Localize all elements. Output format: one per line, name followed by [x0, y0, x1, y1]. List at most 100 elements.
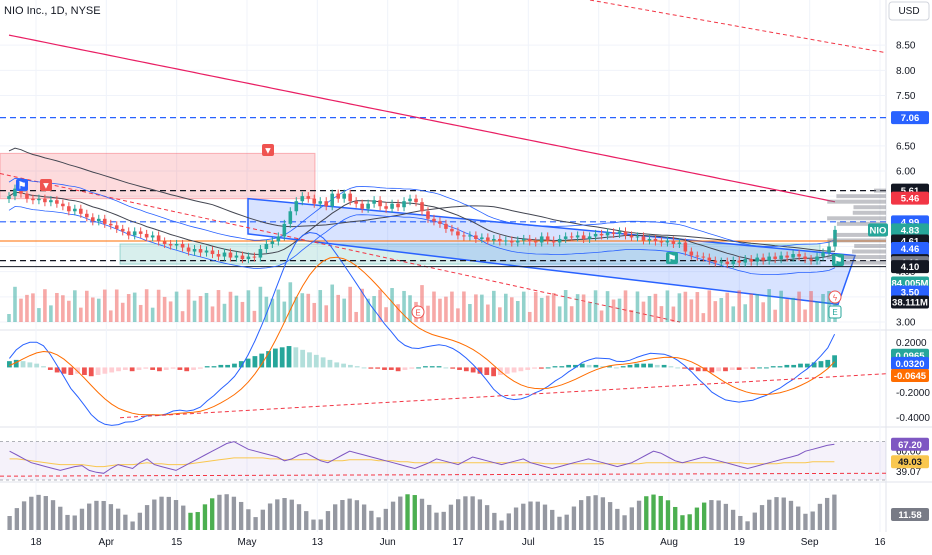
- volume-bar[interactable]: [785, 299, 789, 322]
- macd-histogram-bar[interactable]: [82, 367, 87, 375]
- flag-icon[interactable]: [262, 144, 274, 156]
- price-pane[interactable]: ⚑⚑ ⚑▼▼EϟE: [0, 0, 887, 323]
- candle-body[interactable]: [228, 252, 233, 258]
- candle-body[interactable]: [300, 196, 305, 202]
- volume-bar[interactable]: [569, 306, 574, 322]
- volume-osc-bar[interactable]: [354, 500, 360, 530]
- macd-histogram-bar[interactable]: [225, 364, 231, 368]
- volume-bar[interactable]: [198, 296, 203, 322]
- volume-profile-bar[interactable]: [852, 210, 886, 215]
- volume-bar[interactable]: [492, 290, 496, 322]
- volume-bar[interactable]: [665, 290, 670, 322]
- macd-histogram-bar[interactable]: [191, 367, 196, 370]
- volume-bar[interactable]: [336, 294, 340, 322]
- volume-bar[interactable]: [37, 308, 41, 322]
- volume-bar[interactable]: [108, 310, 113, 322]
- macd-histogram-bar[interactable]: [375, 367, 381, 369]
- volume-osc-bar[interactable]: [803, 513, 808, 530]
- macd-histogram-bar[interactable]: [320, 357, 326, 368]
- volume-osc-bar[interactable]: [347, 498, 352, 530]
- macd-histogram-bar[interactable]: [341, 363, 346, 368]
- macd-histogram-bar[interactable]: [68, 367, 74, 375]
- volume-osc-bar[interactable]: [108, 504, 114, 530]
- volume-osc-bar[interactable]: [217, 494, 222, 530]
- volume-osc-bar[interactable]: [202, 504, 208, 530]
- volume-osc-bar[interactable]: [593, 495, 598, 530]
- volume-bar[interactable]: [557, 306, 562, 322]
- volume-bar[interactable]: [216, 290, 221, 322]
- candle-body[interactable]: [384, 206, 388, 209]
- candle-body[interactable]: [821, 252, 825, 257]
- volume-osc-bar[interactable]: [448, 504, 454, 530]
- volume-bar[interactable]: [264, 296, 269, 322]
- macd-histogram-bar[interactable]: [709, 367, 715, 373]
- volume-osc-bar[interactable]: [289, 499, 294, 530]
- volume-bar[interactable]: [120, 302, 125, 322]
- volume-osc-bar[interactable]: [767, 499, 772, 530]
- candle-body[interactable]: [474, 235, 478, 239]
- volume-osc-bar[interactable]: [752, 512, 757, 530]
- macd-histogram-bar[interactable]: [477, 367, 483, 374]
- volume-osc-bar[interactable]: [506, 513, 511, 530]
- volume-bar[interactable]: [222, 303, 227, 322]
- candle-body[interactable]: [402, 201, 406, 208]
- volume-osc-bar[interactable]: [781, 497, 786, 530]
- candle-body[interactable]: [288, 211, 293, 224]
- volume-osc-bar[interactable]: [470, 496, 475, 530]
- currency-box[interactable]: [888, 1, 930, 21]
- volume-osc-bar[interactable]: [333, 504, 338, 530]
- macd-histogram-bar[interactable]: [559, 366, 565, 368]
- volume-osc-bar[interactable]: [615, 508, 620, 530]
- volume-osc-bar[interactable]: [376, 517, 381, 530]
- macd-histogram-bar[interactable]: [525, 367, 531, 370]
- rsi-trend-line[interactable]: [0, 472, 887, 477]
- candle-body[interactable]: [282, 223, 287, 237]
- volume-osc-bar[interactable]: [586, 496, 591, 530]
- volume-osc-bar[interactable]: [824, 497, 830, 530]
- volume-profile-bar[interactable]: [836, 221, 886, 226]
- volume-bar[interactable]: [504, 293, 508, 322]
- macd-histogram-bar[interactable]: [266, 351, 271, 368]
- macd-histogram-bar[interactable]: [695, 367, 701, 372]
- volume-bar[interactable]: [132, 292, 137, 322]
- candle-body[interactable]: [240, 255, 245, 260]
- candle-body[interactable]: [761, 257, 765, 261]
- volume-profile-bar[interactable]: [837, 260, 886, 265]
- candle-body[interactable]: [701, 256, 706, 258]
- volume-osc-bar[interactable]: [369, 510, 374, 530]
- candle-body[interactable]: [617, 231, 622, 234]
- macd-histogram-bar[interactable]: [61, 367, 67, 374]
- candle-body[interactable]: [132, 231, 137, 236]
- volume-osc-bar[interactable]: [405, 494, 410, 530]
- volume-osc-bar[interactable]: [694, 507, 700, 530]
- volume-bar[interactable]: [408, 295, 412, 322]
- volume-osc-bar[interactable]: [130, 521, 135, 530]
- candle-body[interactable]: [252, 256, 257, 258]
- macd-histogram-bar[interactable]: [675, 367, 681, 369]
- volume-bar[interactable]: [288, 282, 293, 322]
- candle-body[interactable]: [324, 201, 329, 207]
- volume-bar[interactable]: [390, 288, 394, 322]
- macd-histogram-bar[interactable]: [423, 366, 428, 368]
- volume-bar[interactable]: [204, 292, 209, 322]
- volume-bar[interactable]: [426, 305, 430, 322]
- candle-body[interactable]: [13, 188, 17, 197]
- volume-osc-bar[interactable]: [21, 501, 27, 530]
- demand-zone[interactable]: [119, 243, 821, 265]
- volume-bar[interactable]: [468, 304, 472, 322]
- candle-body[interactable]: [498, 238, 502, 242]
- candle-body[interactable]: [318, 201, 323, 204]
- candle-body[interactable]: [533, 241, 538, 243]
- candle-body[interactable]: [126, 231, 131, 236]
- volume-osc-bar[interactable]: [709, 500, 714, 530]
- macd-histogram-bar[interactable]: [436, 366, 442, 368]
- macd-histogram-bar[interactable]: [484, 367, 490, 375]
- volume-bar[interactable]: [791, 297, 795, 322]
- candle-body[interactable]: [216, 254, 221, 257]
- candle-body[interactable]: [444, 223, 448, 229]
- volume-bar[interactable]: [719, 298, 724, 322]
- volume-osc-bar[interactable]: [673, 506, 678, 530]
- volume-osc-bar[interactable]: [152, 499, 157, 530]
- candle-body[interactable]: [25, 193, 29, 199]
- candle-body[interactable]: [527, 238, 532, 242]
